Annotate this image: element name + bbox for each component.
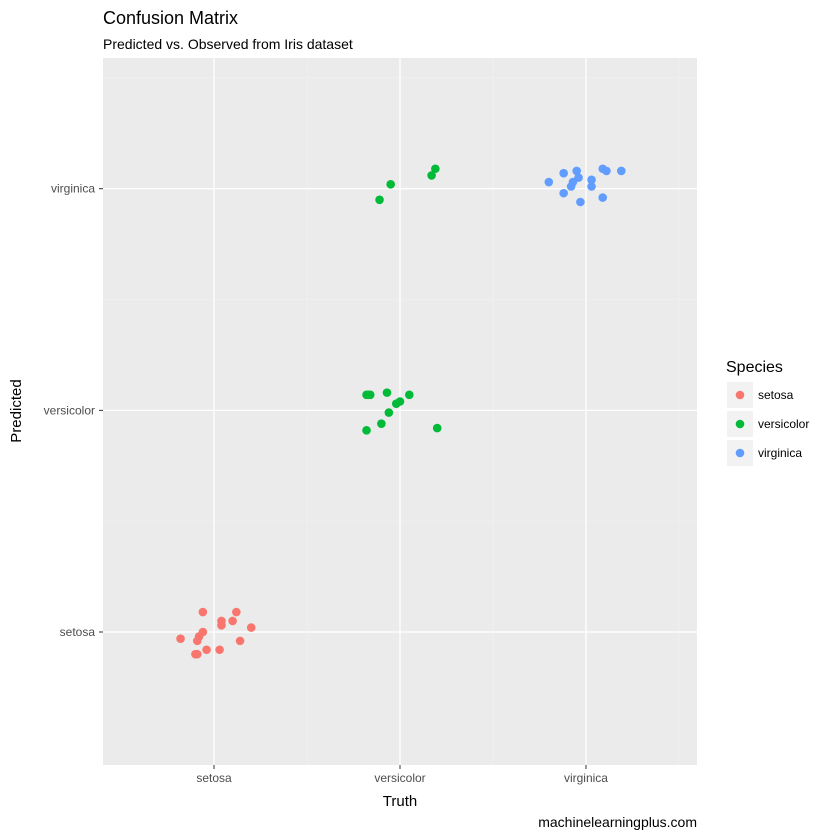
data-point-virginica [559,168,568,178]
data-point-virginica [566,182,576,191]
data-point-versicolor [427,171,436,180]
data-point-setosa [246,623,256,632]
data-point-versicolor [395,397,405,406]
data-point-setosa [192,636,202,646]
data-point-setosa [192,649,202,659]
data-point-versicolor [384,408,394,417]
data-point-virginica [587,175,596,185]
data-point-setosa [228,616,237,626]
chart-subtitle: Predicted vs. Observed from Iris dataset [103,36,353,52]
data-point-virginica [559,188,568,198]
data-point-versicolor [364,390,373,400]
data-point-versicolor [386,179,396,189]
data-point-virginica [617,166,626,176]
x-tick-label: virginica [564,771,608,785]
data-point-virginica [587,182,596,191]
y-tick-label: setosa [60,625,96,639]
data-point-setosa [235,636,245,646]
data-point-setosa [202,645,211,655]
legend-label-virginica: virginica [758,446,802,460]
data-point-setosa [198,607,208,617]
data-point-versicolor [382,388,392,397]
y-tick-label: virginica [51,182,95,196]
data-point-setosa [215,645,224,655]
data-point-versicolor [362,426,371,435]
data-point-setosa [176,634,185,643]
caption: machinelearningplus.com [538,814,697,830]
legend: Species setosa versicolor virginica [726,359,809,466]
data-point-versicolor [377,419,386,428]
legend-label-setosa: setosa [758,388,794,402]
data-point-versicolor [404,390,414,400]
data-point-virginica [544,177,554,187]
legend-title: Species [726,359,783,376]
legend-key-virginica [735,448,745,458]
data-point-versicolor [431,164,440,174]
x-tick-label: setosa [196,771,232,785]
data-point-versicolor [432,423,442,433]
y-tick-label: versicolor [44,403,95,417]
x-tick-label: versicolor [374,771,425,785]
legend-key-setosa [735,390,745,400]
data-point-virginica [576,197,585,207]
data-point-virginica [572,166,581,176]
data-point-setosa [232,607,241,617]
data-point-virginica [598,193,608,202]
legend-label-versicolor: versicolor [758,417,809,431]
x-axis-label: Truth [383,793,417,810]
chart-title: Confusion Matrix [103,8,238,28]
data-point-setosa [217,621,226,630]
data-point-versicolor [375,195,384,205]
data-point-virginica [602,166,611,176]
y-axis-label: Predicted [8,379,25,442]
legend-key-versicolor [735,419,745,429]
